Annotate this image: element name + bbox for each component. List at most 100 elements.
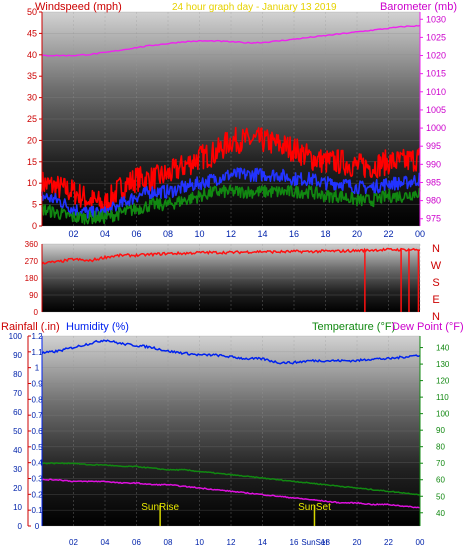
rain-tick-label: 0.5 [31, 443, 43, 452]
temp-x-tick-label: 04 [101, 538, 110, 547]
temp-plot-area [42, 336, 420, 526]
wind-left-tick-label: 40 [27, 50, 37, 60]
humidity-tick-label: 0 [18, 522, 23, 531]
temp-axis-title: Temperature (°F) [312, 321, 395, 333]
direction-tick-label: 0 [34, 308, 39, 317]
baro-right-tick-label: 1005 [426, 105, 446, 115]
humidity-tick-label: 100 [9, 332, 23, 341]
wind-left-tick-label: 5 [32, 200, 37, 210]
temp-tick-label: 60 [436, 476, 445, 485]
temp-x-tick-label: 02 [69, 538, 78, 547]
baro-right-tick-label: 1015 [426, 69, 446, 79]
wind-x-tick-label: 18 [320, 229, 330, 239]
humidity-tick-label: 40 [13, 446, 22, 455]
rain-tick-label: 0.7 [31, 411, 43, 420]
rain-tick-label: 1.2 [31, 332, 43, 341]
baro-right-tick-label: 1020 [426, 51, 446, 61]
temp-x-tick-label: 08 [164, 538, 173, 547]
series-minimum [41, 184, 421, 225]
wind-left-tick-label: 10 [27, 178, 37, 188]
series-average [41, 167, 421, 221]
wind-left-tick-label: 0 [32, 221, 37, 231]
dew-axis-title: Dew Point (°F) [392, 321, 464, 333]
temp-x-tick-label: 22 [384, 538, 393, 547]
temp-x-tick-label: 16 [290, 538, 299, 547]
wind-left-tick-label: 25 [27, 114, 37, 124]
rain-tick-label: 0.8 [31, 395, 43, 404]
series-direction [41, 247, 421, 265]
humidity-tick-label: 70 [13, 389, 22, 398]
direction-tick-label: 180 [25, 274, 39, 283]
temp-tick-label: 40 [436, 509, 445, 518]
tick-labels: 0510152025303540455097598098599099510001… [9, 7, 450, 547]
humidity-tick-label: 20 [13, 484, 22, 493]
humidity-tick-label: 90 [13, 351, 22, 360]
direction-tick-label: 270 [25, 257, 39, 266]
wind-left-tick-label: 20 [27, 135, 37, 145]
rain-tick-label: 0.1 [31, 506, 43, 515]
rain-tick-label: 0.6 [31, 427, 43, 436]
temp-tick-label: 80 [436, 443, 445, 452]
wind-left-tick-label: 30 [27, 93, 37, 103]
temp-tick-label: 50 [436, 492, 445, 501]
baro-right-tick-label: 995 [426, 141, 441, 151]
temp-x-tick-label: 14 [258, 538, 267, 547]
wind-x-tick-label: 22 [383, 229, 393, 239]
baro-right-tick-label: 1010 [426, 87, 446, 97]
baro-right-tick-label: 980 [426, 196, 441, 206]
wind-x-tick-label: 02 [68, 229, 78, 239]
direction-compass-label: W [431, 260, 442, 272]
wind-x-tick-label: 10 [194, 229, 204, 239]
temp-x-tick-label: 12 [227, 538, 236, 547]
graph-title: 24 hour graph day - January 13 2019 [172, 2, 337, 13]
temp-tick-label: 70 [436, 459, 445, 468]
temp-x-tick-label: 18 [321, 538, 330, 547]
rain-tick-label: 0.4 [31, 459, 43, 468]
baro-right-tick-label: 1025 [426, 32, 446, 42]
series-humidity [41, 339, 421, 365]
wind-x-tick-label: 20 [352, 229, 362, 239]
humidity-tick-label: 10 [13, 503, 22, 512]
temp-x-tick-label: 10 [195, 538, 204, 547]
humidity-tick-label: 30 [13, 465, 22, 474]
baro-right-tick-label: 990 [426, 159, 441, 169]
chart-marks [41, 24, 421, 509]
temp-tick-label: 110 [436, 393, 449, 402]
series-dew-point [41, 478, 421, 509]
wind-x-tick-label: 16 [289, 229, 299, 239]
direction-compass-label: N [432, 311, 440, 323]
temp-tick-label: 140 [436, 344, 450, 353]
humidity-tick-label: 80 [13, 370, 22, 379]
baro-right-tick-label: 1000 [426, 123, 446, 133]
direction-tick-label: 90 [29, 291, 38, 300]
wind-left-tick-label: 50 [27, 7, 37, 17]
baro-axis-title: Barometer (mb) [380, 1, 457, 13]
rain-tick-label: 0 [35, 522, 40, 531]
sunset-label: SunSet [298, 502, 331, 513]
temp-tick-label: 130 [436, 360, 450, 369]
rain-tick-label: 0.9 [31, 380, 43, 389]
rain-tick-label: 1.1 [31, 348, 43, 357]
wind-x-tick-label: 08 [163, 229, 173, 239]
direction-tick-label: 360 [25, 240, 39, 249]
wind-x-tick-label: 14 [257, 229, 267, 239]
rain-axis-title: Rainfall (.in) [1, 321, 60, 333]
series-gust [41, 126, 421, 214]
baro-right-tick-label: 985 [426, 177, 441, 187]
temp-tick-label: 90 [436, 426, 445, 435]
baro-right-tick-label: 975 [426, 214, 441, 224]
temp-tick-label: 100 [436, 410, 450, 419]
temp-x-tick-label: 06 [132, 538, 141, 547]
temp-x-tick-label: 20 [353, 538, 362, 547]
wind-left-tick-label: 15 [27, 157, 37, 167]
direction-compass-label: N [432, 243, 440, 255]
wind-x-tick-label: 00 [415, 229, 425, 239]
sunrise-label: SunRise [141, 502, 179, 513]
direction-compass-label: E [432, 294, 439, 306]
temp-tick-label: 120 [436, 377, 450, 386]
baro-right-tick-label: 1030 [426, 14, 446, 24]
direction-compass-label: S [432, 277, 439, 289]
rain-tick-label: 0.2 [31, 490, 43, 499]
wind-x-tick-label: 04 [100, 229, 110, 239]
